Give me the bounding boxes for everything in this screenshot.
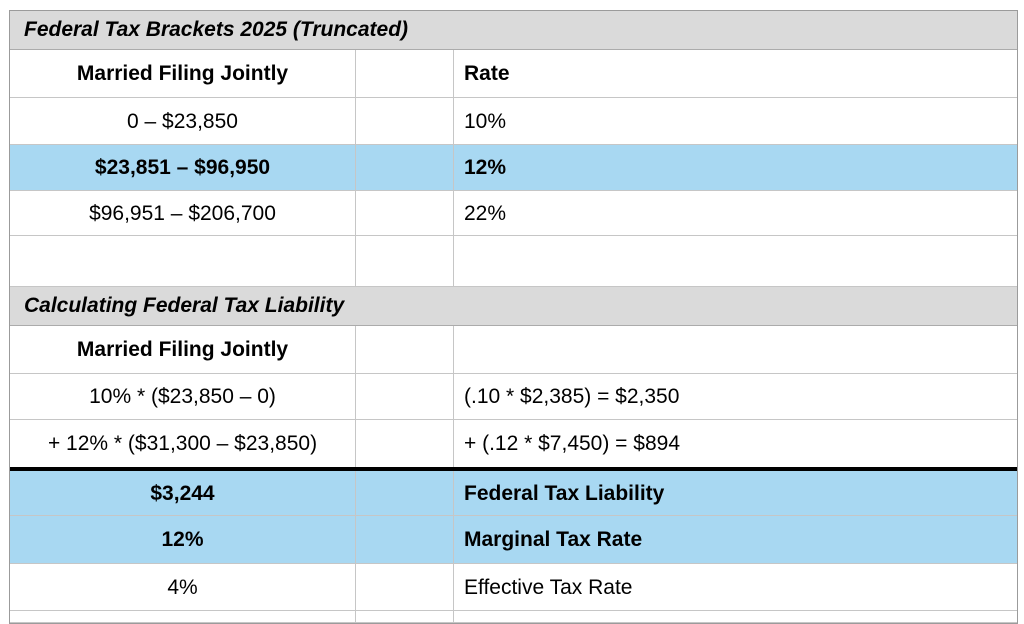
bracket-row-3: $96,951 – $206,700 22% — [10, 191, 1017, 236]
cell-empty[interactable] — [356, 471, 454, 515]
cell-empty[interactable] — [356, 50, 454, 97]
cell-rate-header[interactable]: Rate — [454, 50, 1017, 97]
calculation-header-row: Married Filing Jointly — [10, 326, 1017, 374]
summary-value-text: 4% — [167, 575, 198, 599]
cell-empty[interactable] — [356, 374, 454, 419]
summary-label-text: Effective Tax Rate — [464, 575, 633, 599]
bracket-range-text: $23,851 – $96,950 — [94, 156, 271, 179]
calc-formula-text: 10% * ($23,850 – 0) — [89, 385, 276, 408]
cell-bracket-rate[interactable]: 10% — [454, 98, 1017, 144]
cell-bracket-range[interactable]: $96,951 – $206,700 — [10, 191, 356, 235]
calc-result-text: + (.12 * $7,450) = $894 — [464, 432, 680, 455]
calc-row-1: 10% * ($23,850 – 0) (.10 * $2,385) = $2,… — [10, 374, 1017, 420]
bracket-range-text: $96,951 – $206,700 — [89, 201, 276, 225]
bracket-row-1: 0 – $23,850 10% — [10, 98, 1017, 145]
cell-empty[interactable] — [356, 236, 454, 286]
cell-bracket-range[interactable]: 0 – $23,850 — [10, 98, 356, 144]
summary-row-effective: 4% Effective Tax Rate — [10, 564, 1017, 611]
cell-empty[interactable] — [356, 98, 454, 144]
spacer-row — [10, 236, 1017, 287]
summary-label-text: Marginal Tax Rate — [464, 528, 643, 551]
summary-row-marginal: 12% Marginal Tax Rate — [10, 516, 1017, 564]
cell-calc-formula[interactable]: 10% * ($23,850 – 0) — [10, 374, 356, 419]
summary-value-text: $3,244 — [150, 481, 215, 505]
calculation-section-title: Calculating Federal Tax Liability — [10, 287, 1017, 326]
cell-filing-status-header[interactable]: Married Filing Jointly — [10, 326, 356, 373]
cell-empty[interactable] — [356, 326, 454, 373]
sum-divider — [10, 467, 1017, 471]
summary-label-text: Federal Tax Liability — [464, 481, 665, 505]
cell-summary-label[interactable]: Marginal Tax Rate — [454, 516, 1017, 563]
bracket-range-text: 0 – $23,850 — [127, 109, 238, 133]
cell-summary-label[interactable]: Effective Tax Rate — [454, 564, 1017, 610]
summary-row-liability: $3,244 Federal Tax Liability — [10, 471, 1017, 516]
cell-summary-value[interactable]: 12% — [10, 516, 356, 563]
cell-empty[interactable] — [454, 611, 1017, 622]
bracket-row-2-highlighted: $23,851 – $96,950 12% — [10, 145, 1017, 191]
calc-result-text: (.10 * $2,385) = $2,350 — [464, 385, 680, 408]
brackets-header-row: Married Filing Jointly Rate — [10, 50, 1017, 98]
cell-empty[interactable] — [356, 564, 454, 610]
summary-value-text: 12% — [161, 528, 204, 551]
cell-summary-label[interactable]: Federal Tax Liability — [454, 471, 1017, 515]
cell-bracket-rate[interactable]: 22% — [454, 191, 1017, 235]
cell-empty[interactable] — [10, 236, 356, 286]
cell-bracket-range[interactable]: $23,851 – $96,950 — [10, 145, 356, 190]
cell-empty[interactable] — [356, 191, 454, 235]
bracket-rate-text: 22% — [464, 201, 507, 225]
cell-calc-result[interactable]: (.10 * $2,385) = $2,350 — [454, 374, 1017, 419]
cell-filing-status-header[interactable]: Married Filing Jointly — [10, 50, 356, 97]
cell-empty[interactable] — [454, 326, 1017, 373]
rate-header-label: Rate — [464, 62, 510, 85]
cell-empty[interactable] — [356, 420, 454, 467]
cell-empty[interactable] — [454, 236, 1017, 286]
cell-empty[interactable] — [356, 145, 454, 190]
filing-status-header-label: Married Filing Jointly — [76, 338, 289, 361]
cell-empty[interactable] — [10, 611, 356, 622]
cell-calc-result[interactable]: + (.12 * $7,450) = $894 — [454, 420, 1017, 467]
bottom-partial-row — [10, 611, 1017, 623]
cell-summary-value[interactable]: 4% — [10, 564, 356, 610]
bracket-rate-text: 12% — [464, 156, 507, 179]
spreadsheet-table: Federal Tax Brackets 2025 (Truncated) Ma… — [9, 10, 1018, 624]
calc-formula-text: + 12% * ($31,300 – $23,850) — [47, 432, 318, 455]
filing-status-header-label: Married Filing Jointly — [76, 62, 289, 85]
bracket-rate-text: 10% — [464, 109, 507, 133]
cell-bracket-rate[interactable]: 12% — [454, 145, 1017, 190]
brackets-section-title: Federal Tax Brackets 2025 (Truncated) — [10, 11, 1017, 50]
cell-calc-formula[interactable]: + 12% * ($31,300 – $23,850) — [10, 420, 356, 467]
cell-empty[interactable] — [356, 611, 454, 622]
cell-empty[interactable] — [356, 516, 454, 563]
cell-summary-value[interactable]: $3,244 — [10, 471, 356, 515]
calc-row-2: + 12% * ($31,300 – $23,850) + (.12 * $7,… — [10, 420, 1017, 467]
